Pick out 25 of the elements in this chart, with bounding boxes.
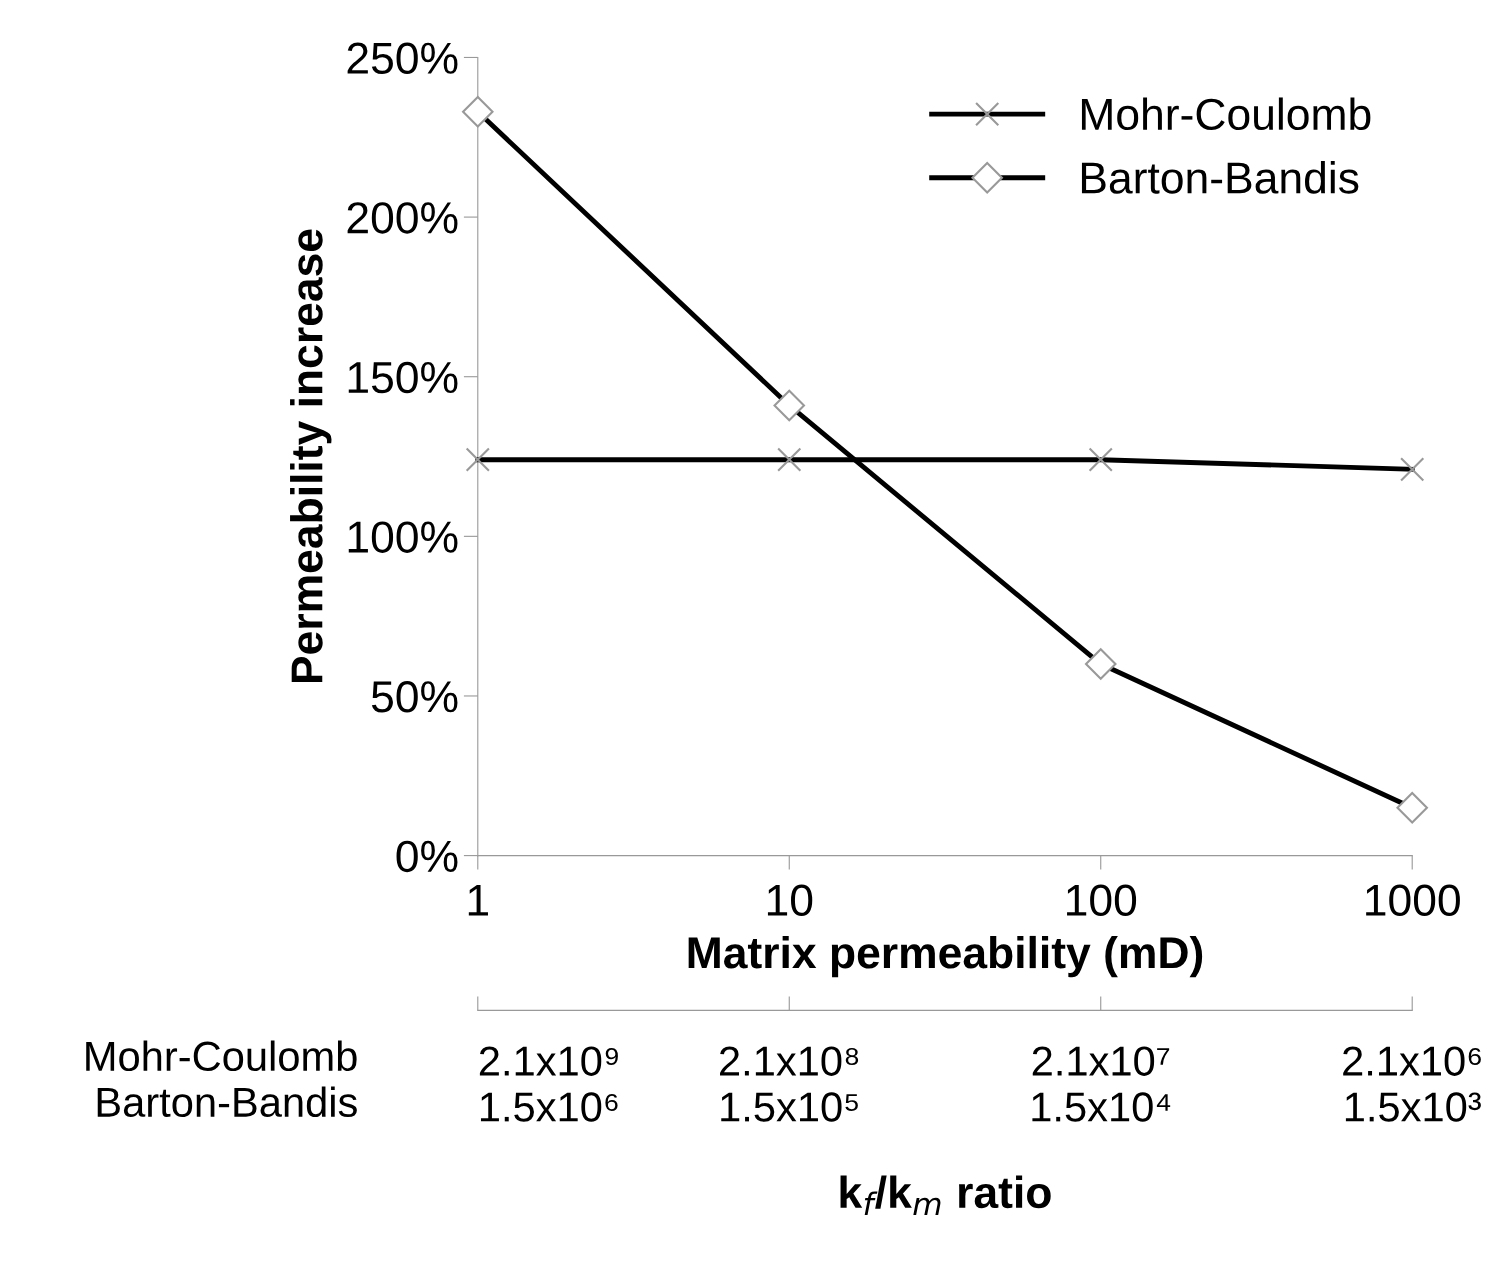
- x-tick-label: 100: [1067, 884, 1137, 917]
- x-tick-label: 10: [767, 884, 813, 917]
- y-tick-label: 200%: [347, 202, 458, 234]
- y-tick-label: 50%: [371, 681, 458, 713]
- text: 1.5x10⁵: [721, 1092, 858, 1122]
- text: 1.5x10⁶: [480, 1092, 618, 1122]
- text: 2.1x10⁸: [720, 1046, 859, 1076]
- x-tick-label: 1000: [1366, 884, 1460, 917]
- x-tick-label: 1: [468, 885, 488, 916]
- text: Barton-Bandis: [97, 1086, 357, 1118]
- y-tick-label: 0%: [396, 840, 458, 873]
- text: 2.1x10⁶: [1343, 1046, 1481, 1076]
- text: 2.1x10⁹: [479, 1046, 618, 1076]
- text: 1.5x10⁴: [1032, 1092, 1171, 1122]
- y-tick-label: 150%: [348, 361, 458, 394]
- legend-label: Mohr-Coulomb: [1081, 97, 1371, 131]
- y-tick-label: 100%: [348, 521, 458, 553]
- text: Mohr-Coulomb: [86, 1040, 357, 1072]
- legend-label: Barton-Bandis: [1081, 161, 1359, 194]
- y-tick-label: 250%: [347, 42, 458, 75]
- text: 2.1x10⁷: [1032, 1046, 1170, 1076]
- x-axis-title: Matrix permeability (mD): [688, 935, 1203, 978]
- text: k$_{f}$/k$_{m}$ ratio: [840, 1175, 1051, 1216]
- y-axis-title: Permeability increase: [290, 229, 332, 683]
- text: 1.5x10³: [1345, 1092, 1481, 1122]
